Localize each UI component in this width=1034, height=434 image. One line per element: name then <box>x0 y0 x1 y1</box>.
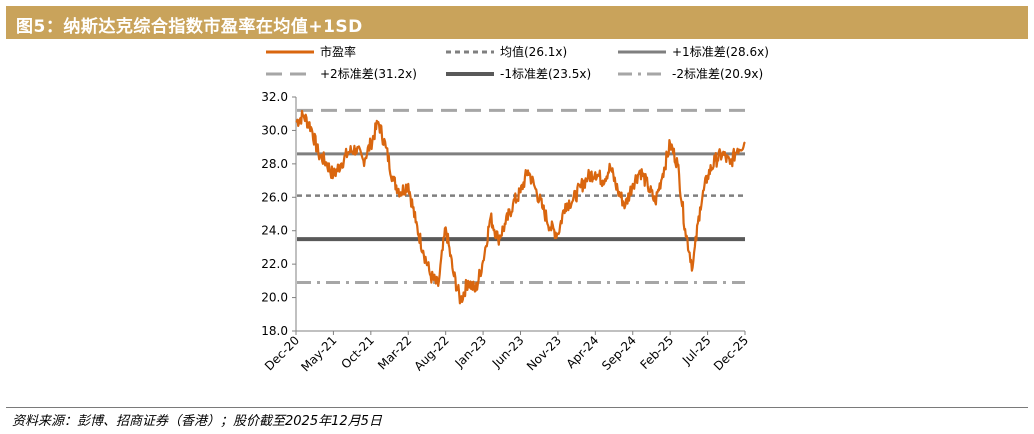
x-tick-label: Feb-25 <box>637 333 676 372</box>
source-note: 资料来源：彭博、招商证券（香港）；股价截至2025年12月5日 <box>12 414 382 429</box>
x-tick-label: Oct-21 <box>339 333 377 371</box>
legend-label: -2标准差(20.9x) <box>672 67 763 81</box>
x-tick-label: Jul-25 <box>679 333 714 368</box>
legend-label: 市盈率 <box>320 44 356 59</box>
x-tick-label: Sep-24 <box>599 333 639 373</box>
legend-label: -1标准差(23.5x) <box>500 67 591 81</box>
y-tick-label: 32.0 <box>261 90 288 104</box>
x-tick-label: Apr-24 <box>564 333 602 371</box>
x-tick-label: Mar-22 <box>375 333 414 372</box>
x-tick-label: Aug-22 <box>411 333 451 373</box>
pe-ratio-line <box>295 109 746 305</box>
x-tick-label: Dec-20 <box>262 333 302 373</box>
y-tick-label: 20.0 <box>261 291 288 305</box>
y-tick-label: 24.0 <box>261 224 288 238</box>
x-tick-label: May-21 <box>298 333 339 374</box>
legend-label: 均值(26.1x) <box>500 44 567 59</box>
legend-label: +2标准差(31.2x) <box>320 67 417 81</box>
y-tick-label: 22.0 <box>261 257 288 271</box>
y-tick-label: 18.0 <box>261 324 288 338</box>
y-tick-label: 26.0 <box>261 190 288 204</box>
legend-label: +1标准差(28.6x) <box>672 45 769 59</box>
y-tick-label: 28.0 <box>261 157 288 171</box>
figure-title-bar: 图5：纳斯达克综合指数市盈率在均值+1SD <box>6 6 1028 39</box>
x-tick-label: Jan-23 <box>452 333 490 371</box>
source-divider <box>6 407 1028 408</box>
y-tick-label: 30.0 <box>261 123 288 137</box>
x-tick-label: Nov-23 <box>524 333 564 373</box>
x-tick-label: Dec-25 <box>711 333 751 373</box>
x-tick-label: Jun-23 <box>489 333 527 371</box>
figure-title: 图5：纳斯达克综合指数市盈率在均值+1SD <box>16 17 363 37</box>
